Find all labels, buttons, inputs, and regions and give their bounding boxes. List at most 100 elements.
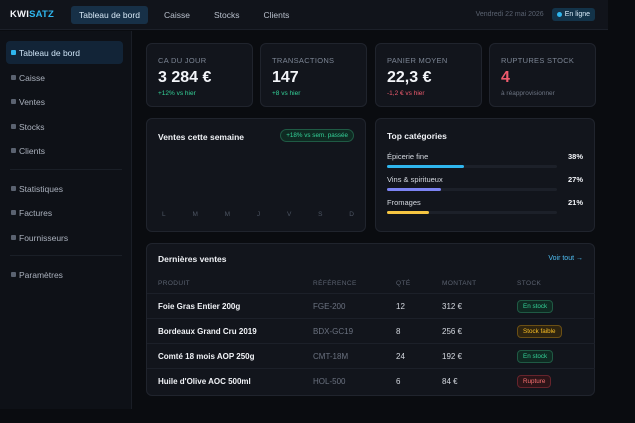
sidebar-item-label: Tableau de bord bbox=[19, 47, 80, 58]
sidebar-item-factures[interactable]: Factures bbox=[6, 201, 123, 224]
weekly-day-axis: L M M J V S D bbox=[162, 211, 354, 218]
day-label: V bbox=[286, 211, 292, 218]
sidebar-item-label: Ventes bbox=[19, 96, 45, 107]
table-row[interactable]: Comté 18 mois AOP 250g CMT-18M 24 192 € … bbox=[147, 343, 595, 368]
kpi-label: CA DU JOUR bbox=[158, 56, 207, 65]
kpi-label: TRANSACTIONS bbox=[272, 56, 335, 65]
sidebar-item-statistiques[interactable]: Statistiques bbox=[6, 177, 123, 200]
sidebar-item-tableau-de-bord[interactable]: Tableau de bord bbox=[6, 41, 123, 64]
sidebar-divider bbox=[10, 169, 122, 170]
sidebar-item-parametres[interactable]: Paramètres bbox=[6, 263, 123, 286]
app-logo[interactable]: KWISATZ bbox=[10, 9, 54, 20]
topnav-caisse[interactable]: Caisse bbox=[163, 9, 190, 20]
kpi-value: 3 284 € bbox=[158, 69, 212, 86]
column-header-montant: MONTANT bbox=[442, 280, 477, 287]
sidebar-item-fournisseurs[interactable]: Fournisseurs bbox=[6, 226, 123, 249]
product-name: Huile d'Olive AOC 500ml bbox=[158, 377, 251, 386]
category-bar-fill bbox=[387, 211, 430, 214]
category-name: Épicerie fine bbox=[387, 152, 429, 161]
amount: 84 € bbox=[442, 377, 458, 386]
product-reference: HOL-500 bbox=[313, 377, 346, 386]
square-bullet-icon bbox=[11, 99, 16, 104]
day-label: L bbox=[162, 211, 166, 218]
sidebar-item-clients[interactable]: Clients bbox=[6, 139, 123, 162]
category-bar-fill bbox=[387, 165, 464, 168]
product-name: Comté 18 mois AOP 250g bbox=[158, 352, 255, 361]
top-bar: KWISATZ Tableau de bord Caisse Stocks Cl… bbox=[0, 0, 608, 30]
day-label: S bbox=[318, 211, 323, 218]
kpi-card-ruptures-stock: RUPTURES STOCK 4 à réapprovisionner bbox=[489, 43, 596, 107]
table-header: PRODUIT RÉFÉRENCE QTÉ MONTANT STOCK bbox=[158, 280, 584, 290]
table-row[interactable]: Huile d'Olive AOC 500ml HOL-500 6 84 € R… bbox=[147, 368, 595, 393]
table-row[interactable]: Foie Gras Entier 200g FGE-200 12 312 € E… bbox=[147, 293, 595, 318]
square-bullet-icon bbox=[11, 124, 16, 129]
recent-sales-title: Dernières ventes bbox=[158, 254, 227, 264]
column-header-qte: QTÉ bbox=[396, 280, 411, 287]
category-row: Fromages 21% bbox=[387, 198, 583, 214]
column-header-produit: PRODUIT bbox=[158, 280, 191, 287]
topnav-clients[interactable]: Clients bbox=[263, 9, 290, 20]
recent-sales-card: Dernières ventes Voir tout → PRODUIT RÉF… bbox=[146, 243, 595, 396]
sidebar-item-caisse[interactable]: Caisse bbox=[6, 66, 123, 89]
category-name: Fromages bbox=[387, 198, 421, 207]
square-bullet-icon bbox=[11, 148, 16, 153]
sidebar: Tableau de bord Caisse Ventes Stocks Cli… bbox=[0, 31, 132, 409]
day-label: D bbox=[349, 211, 354, 218]
category-percent: 21% bbox=[567, 198, 583, 207]
kpi-card-transactions: TRANSACTIONS 147 +8 vs hier bbox=[260, 43, 367, 107]
quantity: 8 bbox=[396, 327, 401, 336]
stock-status-badge: En stock bbox=[517, 350, 554, 363]
sidebar-divider bbox=[10, 255, 122, 256]
topnav-stocks[interactable]: Stocks bbox=[213, 9, 240, 20]
sidebar-item-label: Paramètres bbox=[19, 269, 63, 280]
day-label: M bbox=[192, 211, 198, 218]
day-label: M bbox=[224, 211, 231, 218]
kpi-card-ca-du-jour: CA DU JOUR 3 284 € +12% vs hier bbox=[146, 43, 253, 107]
category-bar-fill bbox=[387, 188, 442, 191]
kpi-delta: -1,2 € vs hier bbox=[387, 90, 425, 97]
see-all-link[interactable]: Voir tout → bbox=[548, 255, 583, 262]
kpi-card-panier-moyen: PANIER MOYEN 22,3 € -1,2 € vs hier bbox=[375, 43, 482, 107]
kpi-value: 22,3 € bbox=[387, 69, 432, 86]
table-row[interactable]: Bordeaux Grand Cru 2019 BDX-GC19 8 256 €… bbox=[147, 318, 595, 343]
kpi-label: RUPTURES STOCK bbox=[501, 56, 575, 65]
kpi-delta: à réapprovisionner bbox=[501, 90, 555, 97]
category-percent: 38% bbox=[567, 152, 583, 161]
stock-status-badge: Stock faible bbox=[517, 325, 562, 338]
sidebar-item-label: Fournisseurs bbox=[19, 232, 69, 243]
quantity: 24 bbox=[396, 352, 405, 361]
sidebar-item-label: Statistiques bbox=[19, 183, 63, 194]
column-header-stock: STOCK bbox=[517, 280, 542, 287]
topnav-tableau-de-bord[interactable]: Tableau de bord bbox=[70, 5, 148, 24]
logo-part-2: SATZ bbox=[29, 9, 54, 20]
day-label: J bbox=[256, 211, 261, 218]
stock-status-badge: En stock bbox=[517, 300, 554, 313]
amount: 256 € bbox=[442, 327, 463, 336]
category-bar-track bbox=[387, 211, 557, 214]
category-row: Vins & spiritueux 27% bbox=[387, 175, 583, 191]
online-status-badge: En ligne bbox=[551, 8, 595, 21]
kpi-label: PANIER MOYEN bbox=[387, 56, 448, 65]
sidebar-item-label: Caisse bbox=[19, 72, 45, 83]
product-reference: CMT-18M bbox=[313, 352, 349, 361]
category-row: Épicerie fine 38% bbox=[387, 152, 583, 168]
square-bullet-icon bbox=[11, 235, 16, 240]
logo-part-1: KWI bbox=[10, 9, 30, 20]
kpi-delta: +8 vs hier bbox=[272, 90, 301, 97]
stock-status-badge: Rupture bbox=[517, 375, 552, 388]
amount: 312 € bbox=[442, 302, 463, 311]
amount: 192 € bbox=[442, 352, 463, 361]
sidebar-item-ventes[interactable]: Ventes bbox=[6, 90, 123, 113]
category-bar-track bbox=[387, 188, 557, 191]
current-date: Vendredi 22 mai 2026 bbox=[475, 11, 544, 18]
top-categories-card: Top catégories Épicerie fine 38% Vins & … bbox=[375, 118, 595, 232]
product-name: Bordeaux Grand Cru 2019 bbox=[158, 327, 257, 336]
square-bullet-icon bbox=[11, 50, 16, 55]
quantity: 6 bbox=[396, 377, 401, 386]
sidebar-item-label: Factures bbox=[19, 207, 53, 218]
sidebar-item-stocks[interactable]: Stocks bbox=[6, 115, 123, 138]
product-reference: BDX-GC19 bbox=[313, 327, 354, 336]
category-percent: 27% bbox=[567, 175, 583, 184]
weekly-sales-card: Ventes cette semaine +18% vs sem. passée… bbox=[146, 118, 366, 232]
status-dot-icon bbox=[556, 12, 562, 17]
